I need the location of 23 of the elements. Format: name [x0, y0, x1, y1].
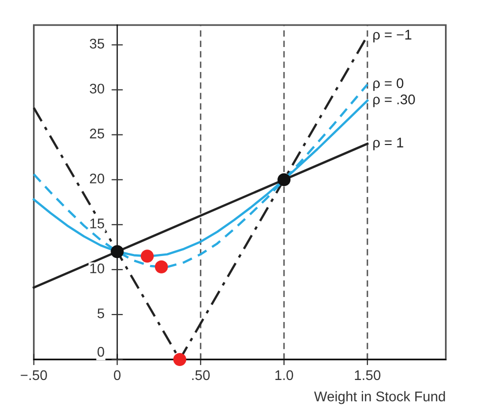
x-tick-label: 1.0 [275, 370, 294, 380]
x-tick-label: −.50 [20, 370, 47, 380]
point [278, 173, 291, 186]
series-label: ρ = 1 [373, 138, 404, 150]
y-tick-label: 20 [90, 174, 104, 184]
point [140, 250, 154, 263]
series-label: ρ = −1 [373, 30, 412, 42]
point [173, 352, 186, 366]
x-tick-label: .50 [192, 370, 210, 380]
y-tick-label: 0 [98, 346, 104, 357]
y-tick-label: 15 [90, 218, 104, 228]
series-label: ρ = 0 [373, 78, 404, 91]
x-tick-label: 0 [114, 370, 121, 380]
y-tick-label: 10 [90, 263, 104, 274]
y-tick-label: 35 [90, 38, 104, 49]
x-tick-label: 1.50 [354, 370, 380, 380]
y-tick-label: 5 [98, 308, 104, 318]
x-axis-title: Weight in Stock Fund [314, 391, 445, 404]
point [154, 260, 168, 274]
series-label: ρ = .30 [373, 94, 415, 108]
y-tick-label: 25 [90, 128, 104, 138]
point [110, 245, 124, 258]
y-tick-label: 30 [90, 84, 104, 94]
